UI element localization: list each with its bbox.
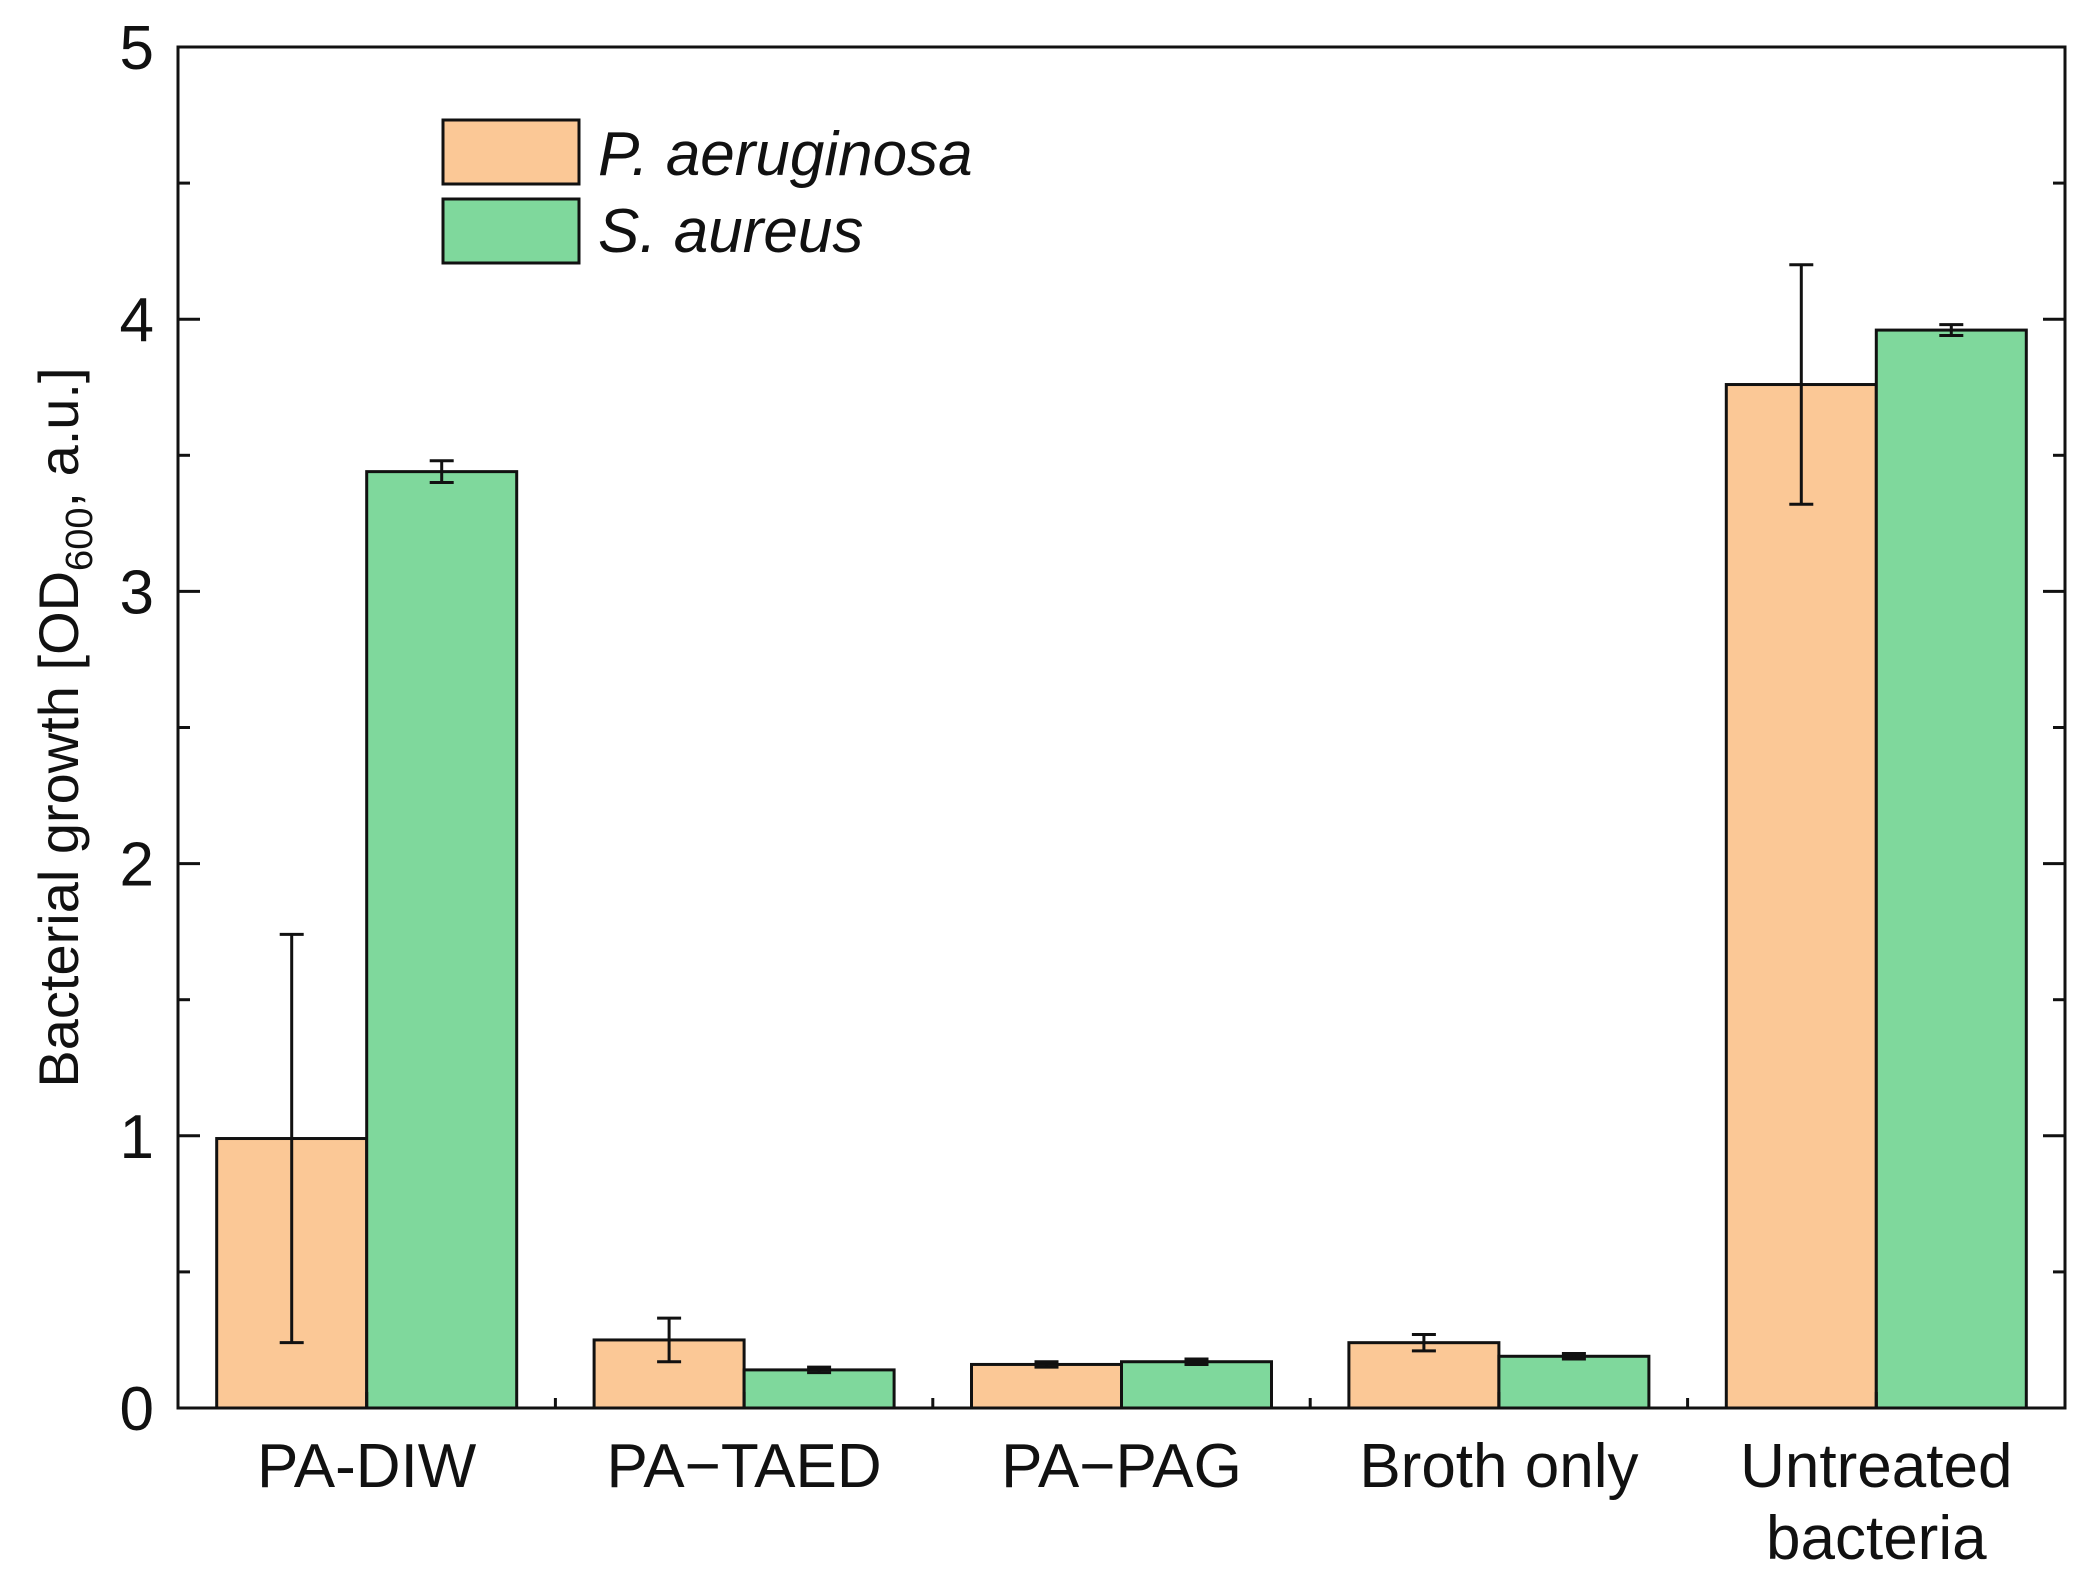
- x-category-labels: PA-DIW PA−TAED PA−PAG Broth only Untreated ba…: [257, 1432, 2012, 1573]
- bar-s-aureus-0: [365, 470, 519, 1410]
- x-category-label-3: Broth only: [1359, 1432, 1638, 1501]
- bar-s-aureus-1: [742, 1368, 896, 1410]
- x-category-label-1: PA−TAED: [607, 1432, 882, 1501]
- x-category-label-4: Untreated bacteria: [1740, 1432, 2012, 1573]
- plot-frame: [176, 45, 2067, 1410]
- y-tick-labels: 0 1 2 3 4 5: [120, 14, 154, 1444]
- bar-s-aureus-3: [1497, 1354, 1651, 1410]
- x-category-label-line: bacteria: [1766, 1504, 1987, 1573]
- y-axis-label: Bacterial growth [OD600, a.u.]: [27, 367, 101, 1087]
- bar-s-aureus-4: [1874, 328, 2028, 1410]
- x-category-label-line: Broth only: [1359, 1432, 1638, 1501]
- x-category-label-line: PA−TAED: [607, 1432, 882, 1501]
- legend-label-s-aureus: S. aureus: [598, 197, 863, 266]
- y-tick-label-5: 5: [120, 14, 154, 83]
- bars-layer: [215, 328, 2028, 1410]
- y-tick-label-1: 1: [120, 1103, 154, 1172]
- y-tick-label-0: 0: [120, 1375, 154, 1444]
- x-category-label-line: Untreated: [1740, 1432, 2012, 1501]
- x-category-label-line: PA-DIW: [257, 1432, 477, 1501]
- y-tick-label-4: 4: [120, 286, 154, 355]
- bar-s-aureus-2: [1120, 1360, 1273, 1410]
- legend: P. aeruginosa S. aureus: [441, 118, 973, 266]
- bar-p-aeruginosa-4: [1724, 383, 1878, 1410]
- legend-label-p-aeruginosa: P. aeruginosa: [598, 120, 973, 189]
- y-axis-label-suffix: , a.u.]: [27, 367, 90, 507]
- y-axis-label-subscript: 600: [59, 508, 101, 571]
- legend-swatch-s-aureus: [441, 197, 581, 265]
- bar-p-aeruginosa-2: [970, 1362, 1123, 1410]
- bar-p-aeruginosa-3: [1347, 1341, 1501, 1410]
- error-bars-layer: [279, 263, 1964, 1375]
- y-tick-label-3: 3: [120, 558, 154, 627]
- legend-swatch-p-aeruginosa: [441, 118, 581, 186]
- y-axis-label-main: Bacterial growth [OD: [27, 571, 90, 1088]
- axes-layer: [176, 45, 2067, 1410]
- x-category-label-0: PA-DIW: [257, 1432, 477, 1501]
- x-category-label-line: PA−PAG: [1001, 1432, 1242, 1501]
- y-tick-label-2: 2: [120, 831, 154, 900]
- x-category-label-2: PA−PAG: [1001, 1432, 1242, 1501]
